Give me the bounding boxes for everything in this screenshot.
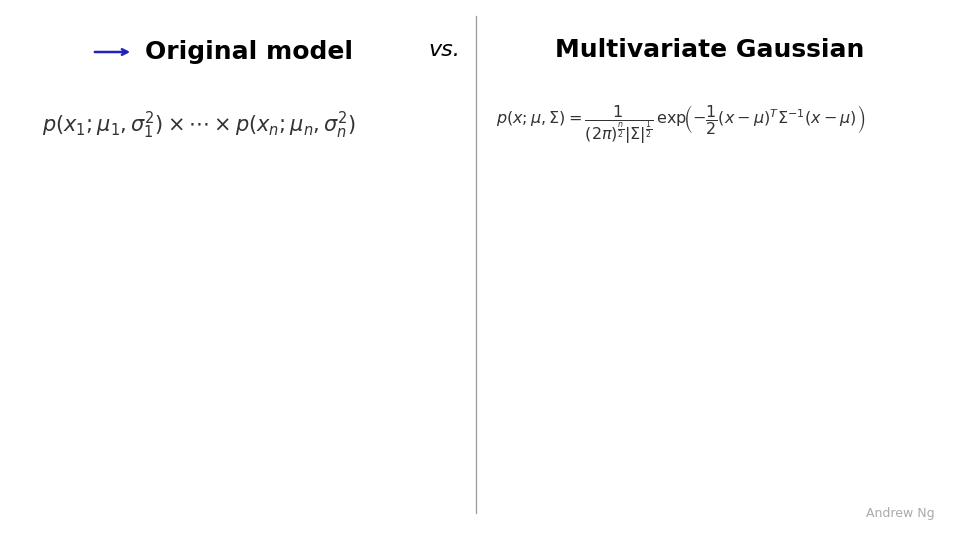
Text: Multivariate Gaussian: Multivariate Gaussian [555,38,865,62]
Text: vs.: vs. [428,40,460,60]
Text: $p(x_1;\mu_1,\sigma_1^2) \times \cdots \times p(x_n;\mu_n,\sigma_n^2)$: $p(x_1;\mu_1,\sigma_1^2) \times \cdots \… [42,110,356,140]
Text: Original model: Original model [145,40,353,64]
Text: Andrew Ng: Andrew Ng [866,507,935,520]
Text: $p(x;\mu,\Sigma) = \dfrac{1}{(2\pi)^{\frac{n}{2}}|\Sigma|^{\frac{1}{2}}}\,\mathr: $p(x;\mu,\Sigma) = \dfrac{1}{(2\pi)^{\fr… [496,104,865,146]
